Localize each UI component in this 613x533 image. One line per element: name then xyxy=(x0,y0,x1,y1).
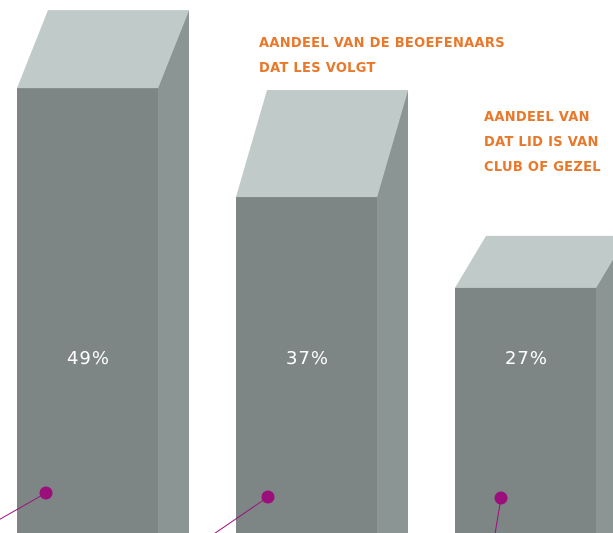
value-label: 49% xyxy=(67,348,110,369)
pointer-dot xyxy=(494,491,508,505)
bar xyxy=(455,287,596,533)
value-label: 27% xyxy=(505,348,548,369)
pointer-dot xyxy=(261,490,275,504)
bar-top xyxy=(455,235,613,288)
bar-top xyxy=(17,10,189,89)
bar-side xyxy=(158,10,189,533)
annotation: CLUB OF GEZEL xyxy=(484,160,601,175)
pointer-line xyxy=(494,497,502,533)
annotation: AANDEEL VAN xyxy=(484,110,590,125)
bar-side xyxy=(596,259,613,533)
bar xyxy=(236,197,377,533)
value-label: 37% xyxy=(286,348,329,369)
annotation: AANDEEL VAN DE BEOEFENAARS xyxy=(259,36,505,51)
pointer-dot xyxy=(39,486,53,500)
annotation: DAT LES VOLGT xyxy=(259,61,376,76)
pointer-line xyxy=(0,492,47,520)
annotation: DAT LID IS VAN xyxy=(484,135,599,150)
bar-top xyxy=(236,90,408,198)
bar xyxy=(17,88,158,533)
bar-side xyxy=(377,90,408,533)
